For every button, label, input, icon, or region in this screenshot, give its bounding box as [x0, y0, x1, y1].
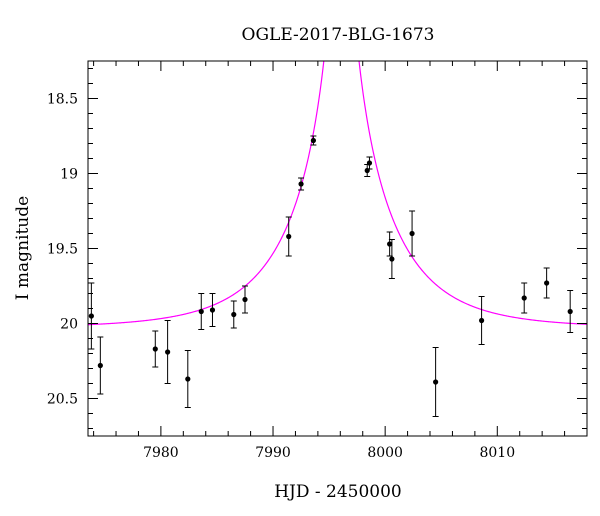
y-axis-label: I magnitude — [13, 196, 33, 300]
data-point-marker — [242, 296, 248, 303]
data-points-layer — [88, 135, 574, 417]
y-tick-label: 18.5 — [47, 92, 78, 108]
data-point — [409, 210, 416, 257]
y-tick-label: 20 — [60, 317, 78, 333]
data-point-marker — [185, 376, 191, 382]
data-point — [285, 216, 292, 257]
x-axis-label: HJD - 2450000 — [274, 482, 402, 502]
y-tick-label: 20.5 — [47, 392, 78, 408]
axis-ticks-layer: 7980 7990 8000 8010 18.5 19 19.5 20 20.5 — [47, 61, 588, 461]
data-point — [432, 347, 439, 417]
data-point-marker — [88, 313, 94, 319]
data-point — [97, 336, 104, 395]
data-point-marker — [298, 181, 304, 187]
data-point — [310, 135, 317, 146]
data-point-marker — [433, 379, 439, 385]
x-tick-label: 7980 — [143, 445, 179, 461]
data-point — [543, 267, 550, 299]
plot-frame — [87, 60, 588, 437]
chart-title: OGLE-2017-BLG-1673 — [242, 25, 435, 45]
x-tick-label: 7990 — [255, 445, 291, 461]
data-point-marker — [387, 241, 393, 247]
data-point-marker — [231, 311, 237, 318]
data-point-marker — [521, 295, 527, 301]
data-point-marker — [409, 230, 415, 237]
data-point — [298, 177, 305, 191]
data-point — [184, 350, 191, 408]
x-tick-label: 8010 — [479, 445, 515, 461]
model-curve-layer — [88, 61, 587, 326]
data-point-marker — [152, 346, 158, 352]
data-point-marker — [544, 280, 550, 286]
data-point-marker — [567, 308, 573, 315]
data-point — [366, 156, 373, 170]
data-point-marker — [478, 317, 485, 324]
data-point-marker — [366, 160, 373, 166]
data-point — [152, 330, 159, 368]
model-curve — [88, 61, 587, 326]
data-point-marker — [97, 362, 103, 369]
data-point — [386, 231, 393, 257]
data-point — [88, 282, 95, 350]
data-point — [567, 290, 574, 333]
data-point — [198, 293, 205, 330]
data-point-marker — [389, 256, 395, 262]
data-point-marker — [286, 233, 292, 240]
data-point — [164, 320, 171, 384]
data-point-marker — [209, 307, 216, 313]
data-point-marker — [165, 349, 171, 355]
data-point-marker — [198, 308, 204, 315]
y-tick-label: 19 — [60, 167, 78, 183]
data-point — [230, 300, 237, 329]
x-tick-label: 8000 — [367, 445, 403, 461]
data-point — [241, 285, 248, 314]
data-point — [478, 296, 485, 345]
data-point-marker — [310, 137, 316, 144]
data-point — [388, 239, 395, 279]
data-point — [209, 293, 216, 327]
y-tick-label: 19.5 — [47, 242, 78, 258]
data-point — [521, 282, 528, 314]
